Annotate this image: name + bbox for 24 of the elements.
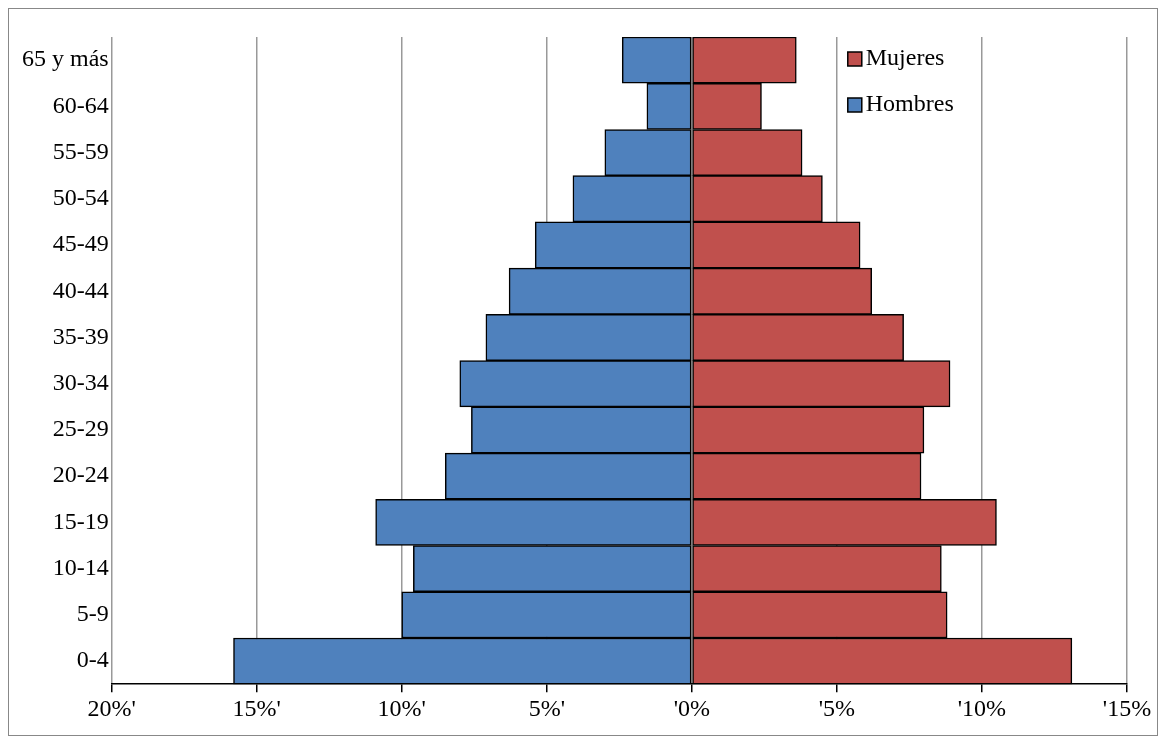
y-tick-label: 20-24 [52,461,109,488]
x-tick-label: 15%' [232,694,281,721]
x-tick-label: '5% [818,694,856,721]
y-tick-label: 45-49 [52,230,109,257]
x-tick-label: 20%' [87,694,136,721]
x-tick-label: 5%' [528,694,565,721]
y-tick-label: 60-64 [52,91,109,118]
x-tick-label: '15% [1102,694,1152,721]
x-tick-label: '10% [957,694,1007,721]
y-tick-label: 65 y más [21,45,109,72]
legend-label: Hombres [865,90,954,117]
y-tick-label: 5-9 [76,600,109,627]
y-tick-label: 25-29 [52,415,109,442]
y-tick-label: 50-54 [52,184,109,211]
y-tick-label: 10-14 [52,553,109,580]
y-tick-label: 55-59 [52,137,109,164]
y-tick-label: 40-44 [52,276,109,303]
x-tick-label: '0% [673,694,711,721]
x-tick-label: 10%' [377,694,426,721]
y-tick-label: 15-19 [52,507,109,534]
y-tick-label: 35-39 [52,322,109,349]
y-tick-label: 0-4 [76,646,109,673]
y-tick-label: 30-34 [52,369,109,396]
legend-label: Mujeres [865,44,945,71]
